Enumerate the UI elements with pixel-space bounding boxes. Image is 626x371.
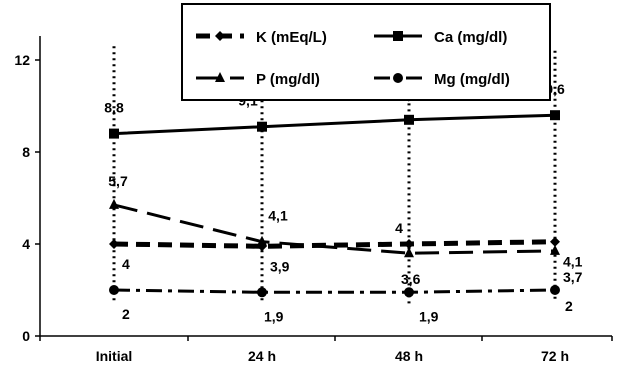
y-tick-label: 12 — [14, 52, 30, 68]
data-label: 3,9 — [270, 258, 290, 274]
square-marker — [257, 121, 267, 132]
diamond-marker — [215, 31, 225, 41]
triangle-marker — [215, 72, 225, 82]
triangle-marker — [109, 198, 119, 209]
data-label: 4,1 — [563, 254, 583, 270]
y-tick-label: 4 — [22, 236, 30, 252]
legend-label: Mg (mg/dl) — [434, 71, 510, 88]
data-label: 1,9 — [264, 308, 284, 324]
circle-marker — [393, 73, 403, 83]
data-label: 2 — [122, 306, 130, 322]
x-tick-label: 48 h — [395, 348, 423, 364]
x-ticks: Initial 24 h 48 h 72 h — [39, 336, 613, 364]
diamond-marker — [404, 239, 414, 249]
x-tick-label: 24 h — [248, 348, 276, 364]
x-tick-label: Initial — [96, 348, 133, 364]
series-line-2 — [113, 203, 556, 255]
series-line-1 — [113, 113, 556, 136]
x-tick-label: 72 h — [541, 348, 569, 364]
data-label: 4 — [122, 256, 130, 272]
diamond-marker — [109, 239, 119, 249]
series-markers — [109, 110, 560, 298]
data-label: 5,7 — [108, 173, 128, 189]
data-labels: 43,944,18,89,19,49,65,74,13,63,721,91,92 — [104, 81, 582, 324]
legend-label: K (mEq/L) — [256, 29, 327, 46]
square-marker — [109, 128, 119, 139]
square-marker — [404, 114, 414, 125]
data-label: 1,9 — [419, 308, 439, 324]
data-label: 2 — [565, 298, 573, 314]
circle-marker — [404, 287, 414, 298]
data-label: 8,8 — [104, 100, 124, 116]
triangle-marker — [550, 244, 560, 255]
data-label: 4,1 — [268, 208, 288, 224]
data-label: 3,6 — [401, 271, 421, 287]
circle-marker — [550, 285, 560, 295]
square-marker — [393, 31, 403, 41]
triangle-marker — [257, 235, 267, 246]
y-tick-label: 0 — [22, 328, 30, 344]
y-ticks: 0 4 8 12 — [14, 52, 40, 344]
circle-marker — [109, 285, 119, 295]
legend: K (mEq/L) Ca (mg/dl) P (mg/dl) Mg (mg/dl) — [181, 3, 551, 101]
series-line-0 — [113, 239, 556, 249]
square-marker — [550, 110, 560, 121]
legend-label: Ca (mg/dl) — [434, 29, 507, 46]
series-line-3 — [113, 288, 556, 294]
series-lines — [113, 113, 556, 294]
legend-label: P (mg/dl) — [256, 71, 320, 88]
circle-marker — [257, 287, 267, 298]
data-label: 4 — [395, 220, 403, 236]
diamond-marker — [550, 236, 560, 247]
data-label: 3,7 — [563, 269, 583, 285]
y-tick-label: 8 — [22, 144, 30, 160]
axes — [39, 36, 612, 337]
legend-box — [181, 3, 551, 101]
triangle-marker — [404, 247, 414, 258]
